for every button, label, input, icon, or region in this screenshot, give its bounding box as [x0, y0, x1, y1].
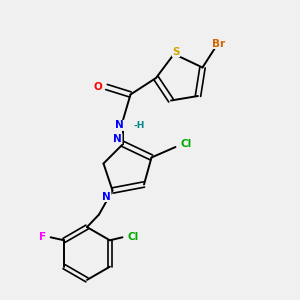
Text: -H: -H [134, 122, 145, 130]
Text: S: S [172, 46, 180, 57]
Text: Cl: Cl [180, 139, 192, 149]
Text: O: O [94, 82, 103, 92]
Text: N: N [102, 191, 111, 202]
Text: Br: Br [212, 38, 226, 49]
Text: Cl: Cl [127, 232, 139, 242]
Text: F: F [39, 232, 46, 242]
Text: N: N [113, 134, 122, 144]
Text: N: N [115, 120, 124, 130]
